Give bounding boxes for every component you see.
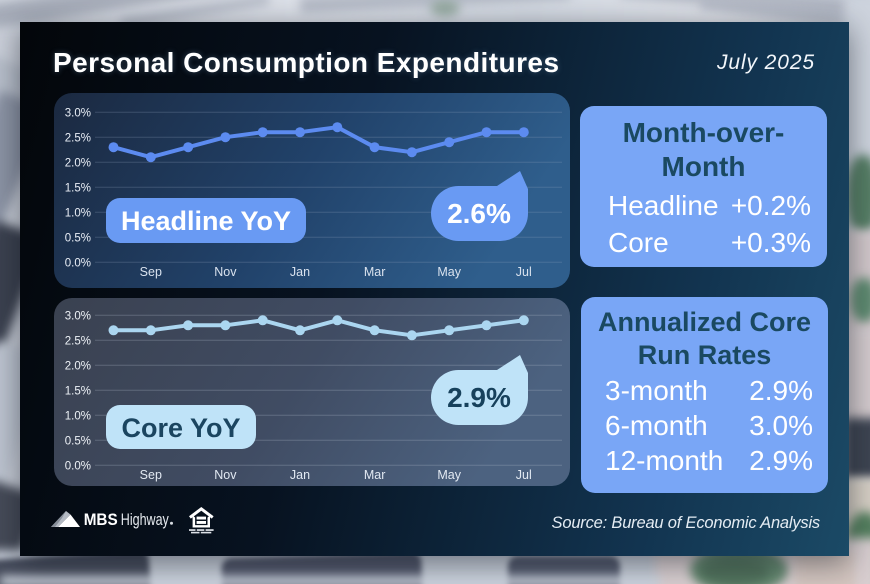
svg-text:2.9%: 2.9% bbox=[447, 382, 511, 413]
svg-text:Jul: Jul bbox=[516, 265, 532, 279]
svg-text:May: May bbox=[437, 265, 461, 279]
svg-text:Jul: Jul bbox=[516, 468, 532, 482]
svg-text:MBS: MBS bbox=[84, 510, 118, 529]
svg-text:2.0%: 2.0% bbox=[65, 158, 91, 170]
svg-text:2.0%: 2.0% bbox=[65, 361, 91, 373]
svg-text:Jan: Jan bbox=[290, 468, 310, 482]
svg-text:3.0%: 3.0% bbox=[65, 108, 91, 120]
svg-text:3.0%: 3.0% bbox=[65, 311, 91, 323]
svg-text:1.0%: 1.0% bbox=[65, 208, 91, 220]
svg-text:Mar: Mar bbox=[364, 468, 386, 482]
svg-text:Core YoY: Core YoY bbox=[121, 413, 240, 443]
svg-text:2.5%: 2.5% bbox=[65, 336, 91, 348]
svg-text:1.5%: 1.5% bbox=[65, 386, 91, 398]
svg-text:0.5%: 0.5% bbox=[65, 233, 91, 245]
svg-text:2.5%: 2.5% bbox=[65, 133, 91, 145]
svg-text:0.5%: 0.5% bbox=[65, 436, 91, 448]
svg-text:Headline YoY: Headline YoY bbox=[121, 206, 291, 236]
svg-text:Nov: Nov bbox=[214, 265, 237, 279]
svg-text:Sep: Sep bbox=[140, 265, 162, 279]
svg-text:1.0%: 1.0% bbox=[65, 411, 91, 423]
svg-text:Mar: Mar bbox=[364, 265, 386, 279]
svg-text:Highway: Highway bbox=[121, 510, 169, 529]
svg-text:1.5%: 1.5% bbox=[65, 183, 91, 195]
svg-text:Jan: Jan bbox=[290, 265, 310, 279]
svg-text:2.6%: 2.6% bbox=[447, 198, 511, 229]
svg-text:0.0%: 0.0% bbox=[65, 461, 91, 473]
svg-text:0.0%: 0.0% bbox=[65, 258, 91, 270]
svg-text:Nov: Nov bbox=[214, 468, 237, 482]
svg-text:Sep: Sep bbox=[140, 468, 162, 482]
svg-text:May: May bbox=[437, 468, 461, 482]
